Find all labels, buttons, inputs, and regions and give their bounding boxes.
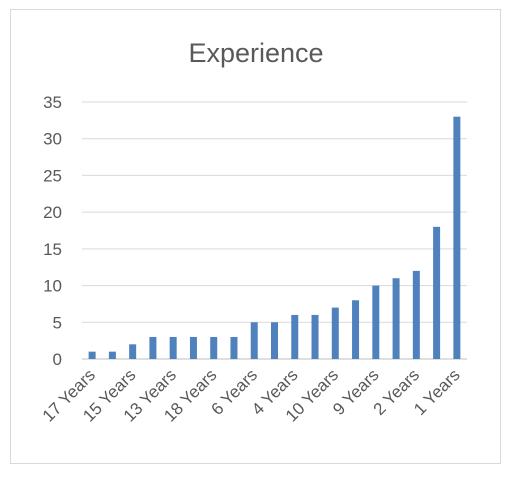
bar [230,336,238,359]
y-tick-label: 35 [43,93,62,112]
grid-layer [82,101,467,360]
bar [108,351,116,359]
bar [412,270,420,359]
y-tick-label: 30 [43,130,62,149]
y-axis-ticks: 0 5 10 15 20 25 30 35 [43,93,62,369]
bar [88,351,96,359]
bar [149,336,157,359]
bar [433,226,441,359]
bar [189,336,197,359]
y-tick-label: 0 [53,350,62,369]
chart-title: Experience [188,38,323,68]
y-tick-label: 15 [43,240,62,259]
x-tick-label: 1 Years [410,365,464,419]
chart-frame [10,9,501,464]
bar [392,278,400,359]
bar [271,322,278,359]
bar [210,336,218,359]
bar [311,314,319,359]
bars [88,116,461,359]
y-tick-label: 10 [43,277,62,296]
bar [352,300,360,359]
y-tick-label: 5 [53,313,62,332]
y-tick-label: 25 [43,166,62,185]
bar [169,336,177,359]
y-tick-label: 20 [43,203,62,222]
bar [291,314,299,359]
bar [331,307,339,359]
bar [453,116,461,359]
bar [372,285,380,359]
bar [250,322,258,359]
bar [129,344,137,359]
